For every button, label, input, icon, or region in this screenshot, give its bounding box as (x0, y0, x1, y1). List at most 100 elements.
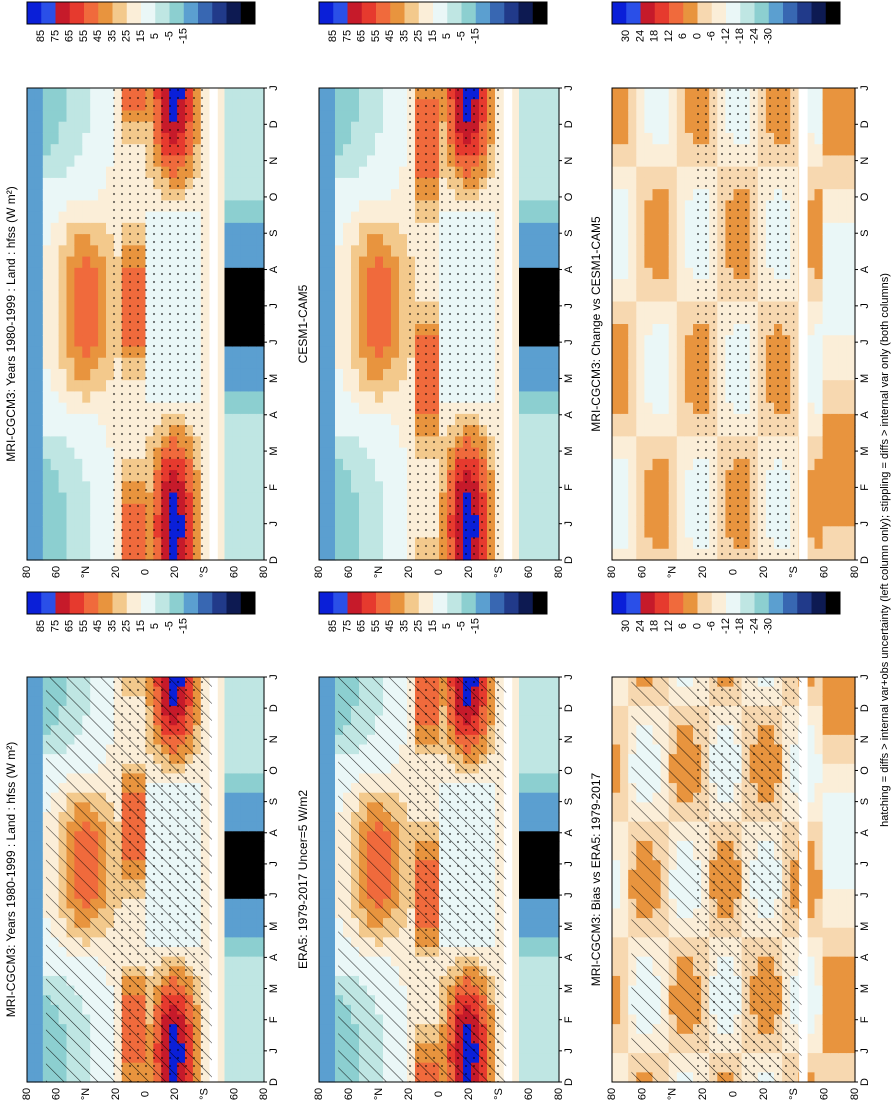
heatmap-cell (519, 773, 528, 784)
heatmap-cell (511, 245, 520, 258)
heatmap-cell (240, 526, 249, 539)
heatmap-cell (327, 245, 336, 258)
heatmap-cell (240, 132, 249, 145)
heatmap-cell (543, 1062, 552, 1073)
heatmap-cell (90, 200, 99, 213)
heatmap-cell (335, 436, 344, 449)
heatmap-cell (224, 956, 233, 967)
heatmap-cell (256, 677, 265, 688)
heatmap-cell (367, 245, 376, 258)
heatmap-cell (82, 526, 91, 539)
heatmap-cell (256, 99, 265, 112)
heatmap-cell (98, 413, 107, 426)
heatmap-cell (327, 380, 336, 393)
heatmap-cell (240, 879, 249, 890)
heatmap-cell (200, 324, 210, 336)
heatmap-cell (98, 312, 107, 325)
heatmap-cell (200, 267, 210, 280)
heatmap-cell (319, 234, 328, 246)
heatmap-cell (27, 734, 36, 746)
heatmap-cell (256, 470, 265, 482)
heatmap-cell (240, 234, 249, 246)
heatmap-cell (359, 279, 368, 291)
heatmap-cell (335, 425, 344, 437)
heatmap-cell (240, 898, 249, 910)
heatmap-cell (359, 166, 368, 179)
heatmap-cell (248, 927, 257, 938)
heatmap-cell (232, 492, 241, 505)
heatmap-cell (256, 860, 265, 871)
heatmap-cell (90, 110, 99, 123)
heatmap-cell (519, 234, 528, 246)
heatmap-cell (58, 436, 68, 449)
heatmap-cell (519, 245, 528, 258)
heatmap-cell (224, 812, 233, 823)
lat-tick-label: °N (80, 566, 92, 578)
heatmap-cell (216, 290, 226, 303)
heatmap-cell (200, 279, 210, 291)
heatmap-cell (511, 436, 520, 449)
heatmap-cell (511, 548, 520, 561)
heatmap-cell (232, 927, 241, 938)
heatmap-cell (248, 526, 257, 539)
heatmap-cell (543, 705, 552, 717)
heatmap-cell (42, 458, 52, 471)
heatmap-cell (224, 88, 233, 100)
heatmap-cell (543, 763, 552, 775)
heatmap-cell (216, 166, 226, 179)
heatmap-cell (319, 290, 328, 303)
heatmap-cell (511, 802, 520, 813)
heatmap-cell (240, 121, 249, 134)
heatmap-cell (256, 715, 265, 726)
heatmap-cell (351, 515, 360, 527)
heatmap-cell (391, 110, 400, 123)
heatmap-cell (256, 200, 265, 213)
heatmap-cell (34, 879, 44, 890)
heatmap-cell (216, 312, 226, 325)
heatmap-cell (391, 470, 400, 482)
heatmap-cell (391, 413, 400, 426)
heatmap-cell (58, 234, 68, 246)
heatmap-cell (232, 301, 241, 314)
heatmap-cell (327, 985, 336, 996)
heatmap-cell (319, 1024, 328, 1035)
heatmap-cell (391, 189, 400, 201)
heatmap-cell (58, 88, 68, 100)
heatmap-cell (42, 222, 52, 235)
heatmap-cell (50, 267, 60, 280)
month-tick-label: J (563, 861, 575, 867)
heatmap-cell (335, 537, 344, 550)
heatmap-cell (335, 526, 344, 539)
heatmap-cell (200, 144, 210, 157)
heatmap-cell (98, 279, 107, 291)
heatmap-cell (551, 821, 560, 832)
heatmap-cell (495, 380, 504, 393)
heatmap-cell (34, 696, 44, 707)
heatmap-cell (232, 1024, 241, 1035)
heatmap-cell (375, 200, 384, 213)
heatmap-cell (359, 515, 368, 527)
heatmap-cell (527, 705, 536, 717)
heatmap-cell (58, 368, 68, 381)
heatmap-cell (224, 324, 233, 336)
heatmap-cell (343, 166, 352, 179)
heatmap-cell (58, 548, 68, 561)
heatmap-cell (319, 975, 328, 987)
heatmap-cell (224, 211, 233, 224)
heatmap-cell (82, 503, 91, 516)
heatmap-cell (216, 850, 226, 861)
heatmap-cell (256, 908, 265, 919)
heatmap-cell (216, 947, 226, 958)
heatmap-cell (359, 312, 368, 325)
heatmap-cell (343, 211, 352, 224)
heatmap-cell (42, 200, 52, 213)
heatmap-cell (232, 879, 241, 890)
heatmap-cell (50, 155, 60, 168)
heatmap-cell (327, 995, 336, 1006)
heatmap-cell (319, 1053, 328, 1064)
heatmap-cell (74, 256, 83, 269)
heatmap-cell (34, 267, 44, 280)
heatmap-cell (248, 211, 257, 224)
heatmap-cell (224, 773, 233, 784)
